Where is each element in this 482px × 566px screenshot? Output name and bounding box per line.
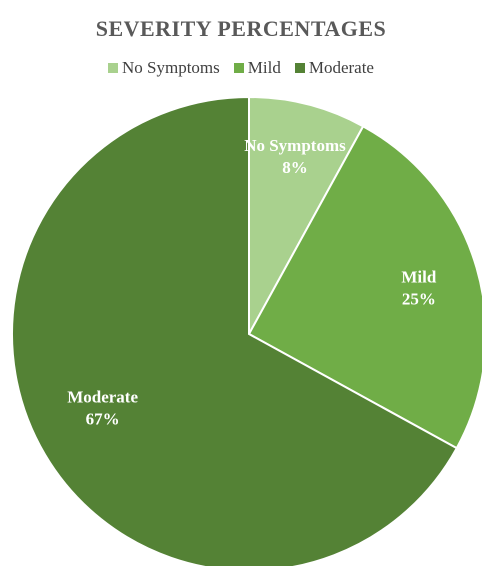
slice-no-symptoms[interactable] (248, 95, 365, 335)
pie-slices (11, 95, 482, 566)
slice-moderate[interactable] (11, 95, 459, 566)
legend-swatch-moderate (294, 63, 305, 73)
data-label-category-2: Moderate (67, 387, 138, 406)
data-label-percent-0: 8% (282, 158, 308, 177)
legend-item-mild[interactable]: Mild (233, 58, 281, 78)
data-label-percent-2: 67% (86, 409, 120, 428)
data-label-percent-1: 25% (402, 289, 436, 308)
data-label-category-0: No Symptoms (244, 136, 346, 155)
slice-mild[interactable] (247, 124, 482, 450)
data-label-category-1: Mild (401, 267, 436, 286)
legend: No Symptoms Mild Moderate (0, 58, 482, 78)
legend-label-no-symptoms: No Symptoms (122, 58, 220, 77)
legend-label-moderate: Moderate (308, 58, 374, 77)
chart-title: SEVERITY PERCENTAGES (95, 16, 387, 41)
pie-data-labels: No Symptoms 8% Mild 25% Moderate 67% (67, 136, 437, 428)
legend-swatch-mild (233, 63, 244, 73)
legend-swatch-no-symptoms (108, 63, 118, 73)
legend-item-no-symptoms[interactable]: No Symptoms (108, 58, 220, 78)
legend-item-moderate[interactable]: Moderate (294, 58, 374, 78)
legend-label-mild: Mild (247, 58, 281, 77)
